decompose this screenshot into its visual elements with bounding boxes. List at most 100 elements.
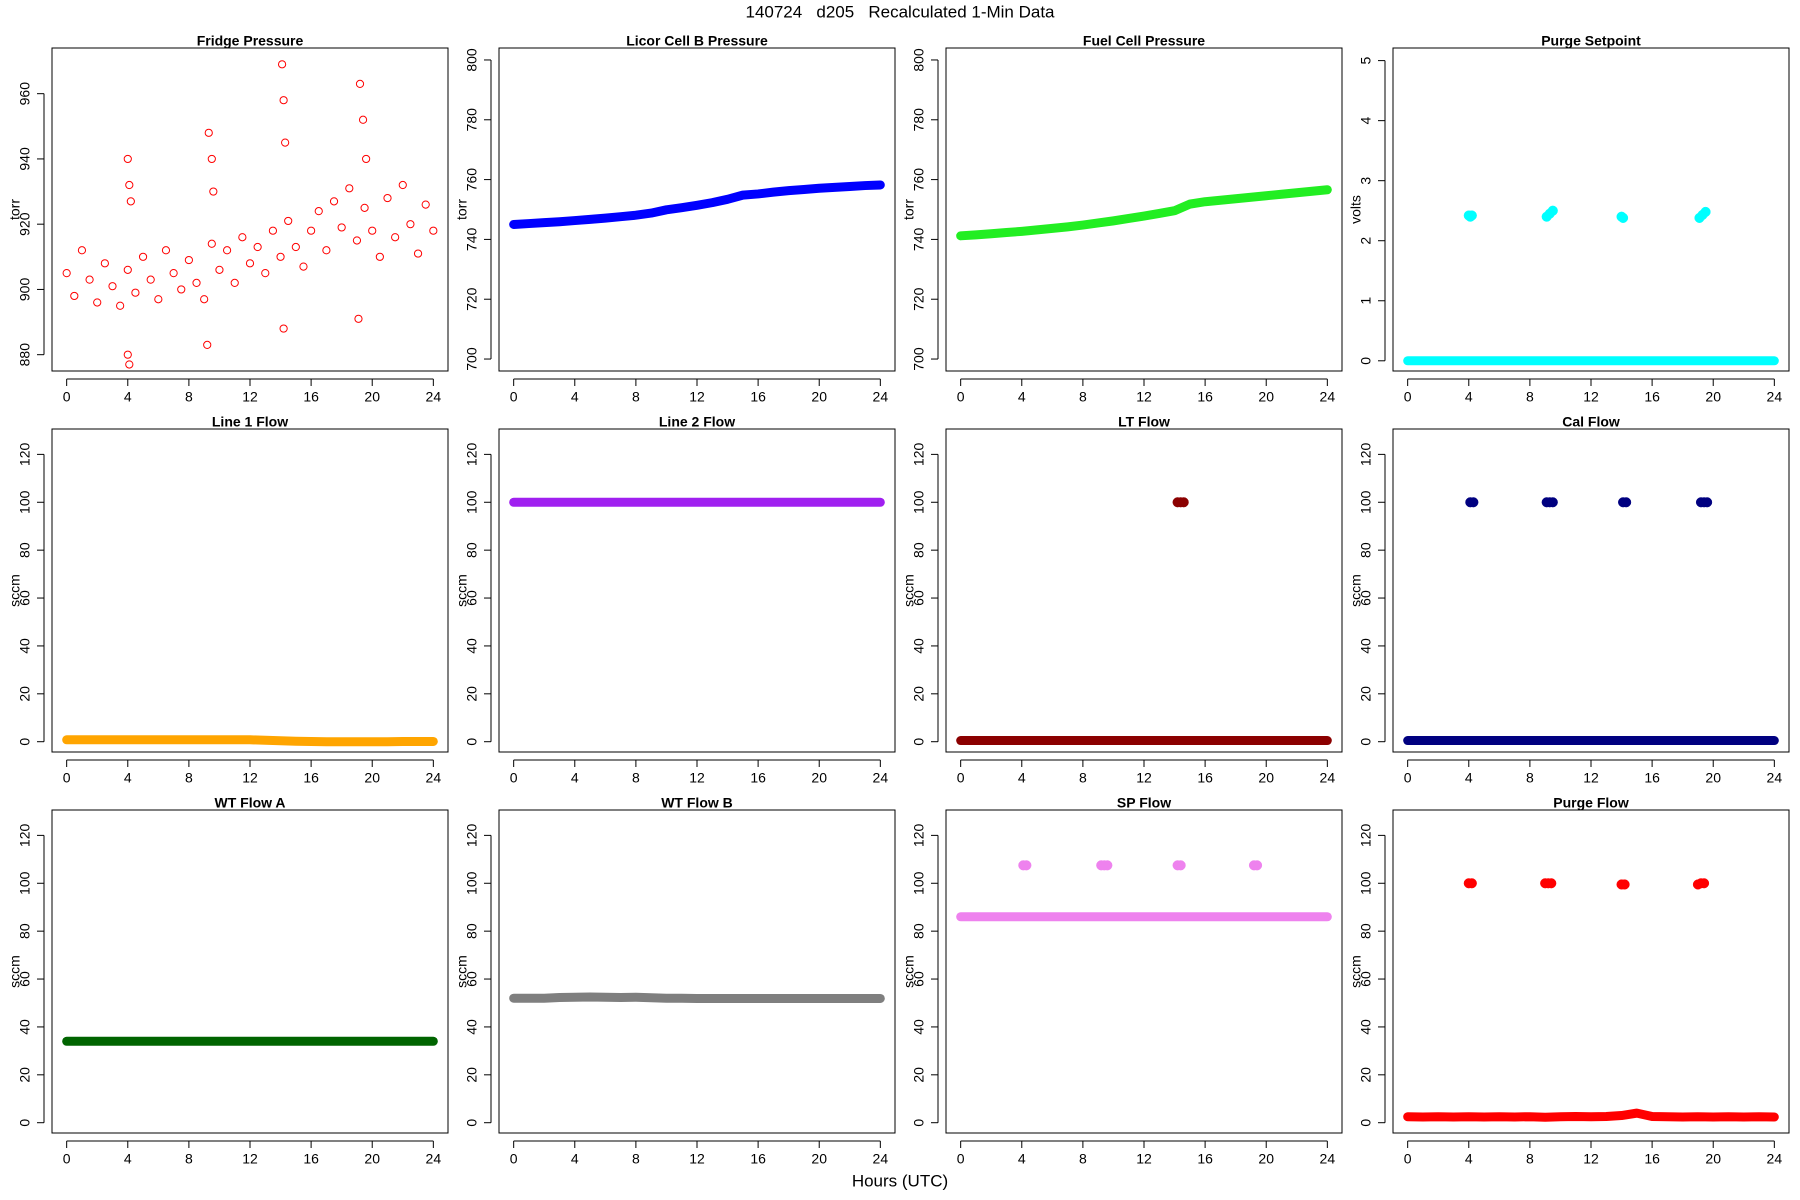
data-point [291,242,300,252]
data-point [268,226,278,235]
y-tick-label: 120 [464,823,480,847]
y-tick-label: 0 [464,738,480,746]
y-tick-label: 60 [464,971,480,987]
y-tick-label: 800 [911,48,927,72]
x-tick-label: 0 [63,389,71,405]
x-tick-label: 20 [1258,389,1274,405]
y-tick-label: 100 [911,871,927,895]
panel-title: WT Flow B [661,795,733,811]
y-tick-label: 120 [17,823,33,847]
data-point [1618,212,1629,223]
data-point [138,252,148,261]
data-point [93,298,102,307]
data-point [1468,497,1479,508]
y-tick-label: 740 [464,228,480,252]
data-point [245,259,255,268]
panel-title: Licor Cell B Pressure [626,33,768,49]
y-tick-label: 900 [17,278,33,302]
x-tick-label: 16 [1644,770,1660,786]
y-tick-label: 700 [464,347,480,371]
x-tick-label: 12 [242,770,258,786]
x-tick-label: 24 [426,389,442,405]
y-tick-label: 780 [911,108,927,132]
data-point [207,239,216,248]
data-point [307,226,316,235]
y-tick-label: 40 [464,638,480,654]
data-point [131,288,140,297]
data-point [329,197,339,206]
x-tick-label: 12 [1136,1151,1152,1167]
y-tick-label: 740 [911,228,927,252]
x-tick-label: 4 [124,770,132,786]
plot-area [956,860,1332,922]
data-point [391,233,400,242]
x-tick-label: 20 [1258,1151,1274,1167]
plot-box [51,809,449,1134]
x-tick-label: 8 [632,1151,640,1167]
x-tick-label: 8 [632,770,640,786]
y-tick-label: 20 [1358,1067,1374,1083]
data-point [177,285,186,294]
y-tick-label: 120 [17,442,33,466]
x-tick-label: 4 [571,389,579,405]
x-tick-label: 0 [957,389,965,405]
data-point [337,223,346,232]
data-point [383,193,392,203]
panel-title: SP Flow [1117,795,1171,811]
data-point [360,203,369,212]
y-tick-label: 960 [17,82,33,106]
y-tick-label: 20 [911,1067,927,1083]
y-tick-label: 60 [1358,971,1374,987]
plot-box [1392,809,1790,1134]
x-tick-label: 0 [957,770,965,786]
y-axis-label: sccm [901,955,917,988]
x-tick-label: 12 [1583,1151,1599,1167]
x-tick-label: 12 [1136,389,1152,405]
y-tick-label: 0 [1358,357,1374,365]
plot-box [945,428,1343,753]
data-point [1547,205,1558,216]
y-tick-label: 0 [1358,1119,1374,1127]
plot-area [509,180,885,229]
panel: Fridge Pressure torr 0 4 8 12 16 20 24 880 900 920 9… [7,33,449,405]
y-tick-label: 60 [17,971,33,987]
x-tick-label: 20 [1705,389,1721,405]
y-axis-label: sccm [454,955,470,988]
data-point [161,246,171,255]
data-point [116,301,125,310]
x-tick-label: 24 [426,770,442,786]
x-tick-label: 24 [873,770,889,786]
data-point [70,291,79,301]
x-tick-label: 12 [1136,770,1152,786]
y-tick-label: 5 [1358,57,1374,65]
x-tick-label: 12 [1583,389,1599,405]
x-tick-label: 4 [1018,1151,1026,1167]
x-tick-label: 8 [1526,1151,1534,1167]
y-axis-label: sccm [1348,574,1364,607]
y-tick-label: 60 [17,590,33,606]
y-tick-label: 60 [911,590,927,606]
y-axis-label: torr [901,199,917,220]
data-point [277,60,287,69]
y-tick-label: 0 [17,738,33,746]
y-tick-label: 80 [911,923,927,939]
y-tick-label: 880 [17,343,33,367]
y-tick-label: 20 [1358,686,1374,702]
x-tick-label: 12 [1583,770,1599,786]
data-point [169,269,178,278]
data-point [362,154,371,164]
data-point [85,275,94,284]
data-point [421,200,430,209]
y-axis-label: sccm [454,574,470,607]
data-point [1547,497,1558,508]
x-tick-label: 16 [1197,770,1213,786]
y-tick-label: 0 [911,738,927,746]
y-tick-label: 760 [464,168,480,192]
x-tick-label: 8 [1526,770,1534,786]
panel-title: Cal Flow [1562,414,1620,430]
y-tick-label: 0 [17,1119,33,1127]
data-point [77,246,87,255]
y-tick-label: 0 [1358,738,1374,746]
plot-area [509,992,885,1003]
data-point [238,233,247,242]
